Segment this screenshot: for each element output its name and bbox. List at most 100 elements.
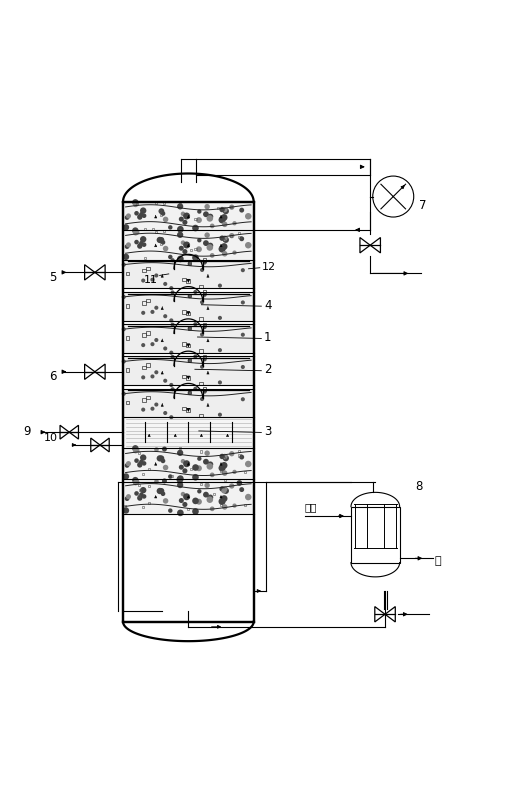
Circle shape — [159, 208, 164, 214]
Bar — [223, 457, 225, 459]
Text: 10: 10 — [44, 433, 58, 443]
Bar — [213, 493, 215, 494]
Circle shape — [140, 236, 146, 242]
Bar — [179, 229, 181, 231]
Bar — [123, 389, 254, 417]
Circle shape — [159, 488, 164, 494]
Circle shape — [241, 301, 245, 305]
Text: 12: 12 — [261, 262, 276, 271]
Circle shape — [142, 461, 146, 465]
Circle shape — [222, 235, 228, 241]
Circle shape — [138, 243, 143, 248]
Circle shape — [222, 454, 228, 459]
Bar — [224, 479, 226, 482]
Text: 9: 9 — [23, 425, 31, 438]
Circle shape — [140, 208, 146, 214]
Circle shape — [134, 211, 139, 216]
Circle shape — [229, 483, 234, 489]
Bar — [187, 294, 191, 297]
Circle shape — [170, 290, 175, 294]
Circle shape — [241, 333, 245, 337]
Circle shape — [245, 461, 251, 467]
Circle shape — [141, 311, 145, 315]
Circle shape — [154, 448, 159, 452]
Bar — [199, 381, 203, 385]
Circle shape — [163, 379, 167, 383]
Text: 6: 6 — [49, 370, 56, 383]
Bar — [123, 324, 254, 353]
Circle shape — [138, 462, 143, 466]
Circle shape — [208, 213, 213, 220]
Circle shape — [150, 374, 154, 378]
Circle shape — [182, 502, 187, 507]
Bar — [142, 473, 144, 474]
Circle shape — [135, 230, 140, 235]
Circle shape — [154, 402, 159, 406]
Circle shape — [141, 279, 145, 283]
Circle shape — [177, 255, 184, 263]
Circle shape — [210, 253, 215, 258]
Circle shape — [133, 230, 139, 235]
Circle shape — [245, 213, 251, 220]
Circle shape — [239, 208, 244, 213]
Bar — [123, 417, 254, 448]
Bar — [146, 299, 150, 302]
Circle shape — [133, 480, 139, 486]
Text: 8: 8 — [415, 480, 422, 493]
Circle shape — [163, 217, 168, 222]
Circle shape — [159, 456, 164, 461]
Circle shape — [241, 365, 245, 369]
Circle shape — [202, 292, 207, 297]
Circle shape — [236, 480, 242, 486]
Circle shape — [169, 318, 174, 322]
Bar — [148, 469, 150, 470]
Circle shape — [163, 282, 167, 286]
Circle shape — [373, 176, 414, 217]
Bar — [238, 454, 241, 457]
Circle shape — [196, 499, 202, 505]
Circle shape — [200, 300, 204, 305]
Circle shape — [125, 496, 129, 501]
Circle shape — [192, 464, 199, 471]
Circle shape — [163, 465, 168, 470]
Circle shape — [241, 398, 245, 402]
Bar — [123, 259, 254, 288]
Circle shape — [137, 462, 142, 468]
Circle shape — [192, 225, 199, 231]
Bar — [219, 470, 221, 472]
Circle shape — [157, 237, 163, 243]
Circle shape — [202, 325, 207, 329]
Circle shape — [123, 254, 129, 260]
Circle shape — [126, 461, 131, 466]
Bar — [195, 247, 197, 250]
Circle shape — [207, 496, 213, 503]
Circle shape — [203, 240, 209, 246]
Circle shape — [126, 213, 131, 218]
Circle shape — [141, 376, 145, 380]
Circle shape — [196, 246, 202, 252]
Bar — [202, 387, 206, 391]
Circle shape — [222, 251, 228, 256]
Bar — [238, 450, 241, 452]
Circle shape — [150, 309, 154, 314]
Circle shape — [122, 392, 126, 396]
Circle shape — [229, 204, 234, 210]
Circle shape — [187, 326, 192, 330]
Bar — [245, 504, 247, 507]
Bar — [159, 210, 161, 213]
Circle shape — [161, 491, 165, 496]
Bar — [123, 479, 254, 514]
Bar — [124, 505, 126, 507]
Circle shape — [193, 290, 197, 294]
Circle shape — [183, 242, 190, 249]
Bar — [126, 304, 129, 308]
Circle shape — [232, 503, 237, 507]
Circle shape — [122, 327, 126, 331]
Circle shape — [163, 314, 167, 318]
Circle shape — [218, 246, 226, 253]
Text: 7: 7 — [419, 200, 426, 213]
Circle shape — [187, 294, 192, 298]
Circle shape — [133, 202, 139, 207]
Circle shape — [169, 415, 174, 419]
Circle shape — [197, 238, 201, 242]
